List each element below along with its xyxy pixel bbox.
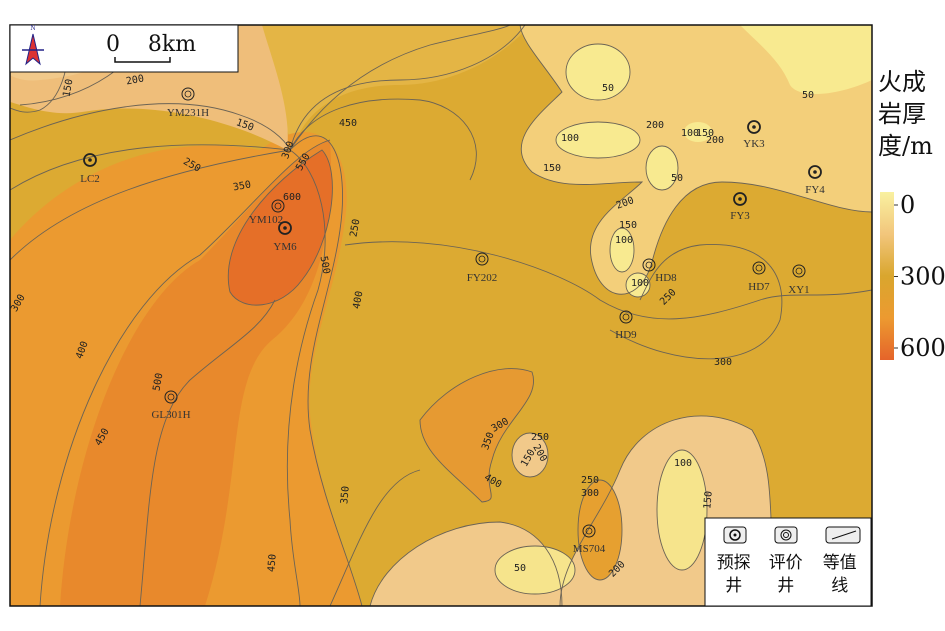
well-symbol-inner bbox=[795, 267, 803, 275]
well-symbol bbox=[582, 524, 596, 538]
well-symbol-inner bbox=[755, 264, 763, 272]
wells: LC2 YM231H YM102 YM6 GL301H FY202 HD8 HD9 HD7 XY1… bbox=[80, 87, 825, 555]
well-symbol-inner bbox=[738, 197, 742, 201]
contour-label: 50 bbox=[802, 90, 814, 101]
contour-label: 300 bbox=[714, 357, 732, 368]
contour-label: 500 bbox=[152, 372, 166, 392]
well-symbol-inner bbox=[585, 527, 593, 535]
color-scale-title: 火成岩厚度/m bbox=[878, 68, 933, 160]
well-symbol-inner bbox=[813, 170, 817, 174]
color-ticks: 0 300 600 bbox=[894, 191, 945, 362]
well-symbol bbox=[164, 390, 178, 404]
legend-item: 等值线 bbox=[822, 553, 857, 596]
contour-label: 250 bbox=[531, 432, 549, 443]
contour-label: 100 bbox=[681, 128, 699, 139]
contour-label: 250 bbox=[581, 475, 599, 486]
scale-start: 0 bbox=[106, 32, 120, 57]
contour-label: 200 bbox=[646, 120, 664, 131]
contour-label: 50 bbox=[514, 563, 526, 574]
contour-label: 150 bbox=[543, 163, 561, 174]
well-label: FY4 bbox=[805, 184, 825, 196]
well-label: YK3 bbox=[743, 138, 765, 150]
contour-label: 150 bbox=[696, 128, 714, 139]
map-frame bbox=[9, 24, 873, 607]
well-symbol bbox=[747, 120, 761, 134]
scale-box bbox=[9, 24, 239, 73]
well-symbol-inner bbox=[274, 202, 282, 210]
well-symbol bbox=[181, 87, 195, 101]
well-label: FY3 bbox=[730, 210, 750, 222]
contour-label: 100 bbox=[561, 133, 579, 144]
well-symbol bbox=[642, 258, 656, 272]
well-symbol-inner bbox=[167, 393, 175, 401]
color-tick-label: 0 bbox=[900, 191, 915, 219]
well-symbol bbox=[475, 252, 489, 266]
well-label: FY202 bbox=[467, 272, 498, 284]
color-bar bbox=[880, 192, 894, 360]
scale-end: 8km bbox=[148, 32, 196, 57]
well-label: LC2 bbox=[80, 173, 100, 185]
contour-label: 150 bbox=[702, 491, 715, 510]
contour-label: 450 bbox=[266, 554, 279, 573]
well-label: YM231H bbox=[167, 107, 209, 119]
well-symbol bbox=[808, 165, 822, 179]
well-symbol bbox=[733, 192, 747, 206]
contour-label: 450 bbox=[339, 118, 357, 129]
well-label: MS704 bbox=[573, 543, 606, 555]
north-label: N bbox=[30, 25, 35, 32]
isolines bbox=[10, 25, 872, 606]
contour-label: 150 bbox=[619, 220, 637, 231]
contour-label: 500 bbox=[318, 255, 332, 275]
well-symbol-inner bbox=[622, 313, 630, 321]
well-label: HD7 bbox=[748, 281, 770, 293]
well-symbol bbox=[278, 221, 292, 235]
contour-label: 400 bbox=[352, 290, 366, 310]
contour-label: 50 bbox=[671, 173, 683, 184]
well-symbol-inner bbox=[645, 261, 653, 269]
well-symbol bbox=[619, 310, 633, 324]
well-symbol-inner bbox=[88, 158, 92, 162]
contour-label: 150 bbox=[62, 78, 76, 98]
contour-label: 250 bbox=[349, 218, 363, 238]
well-label: YM102 bbox=[249, 214, 283, 226]
well-symbol bbox=[83, 153, 97, 167]
legend-item: 预探井 bbox=[716, 553, 751, 596]
contour-label: 100 bbox=[631, 278, 649, 289]
well-symbol bbox=[271, 199, 285, 213]
contour-label: 350 bbox=[339, 486, 352, 505]
well-label: HD8 bbox=[655, 272, 677, 284]
well-symbol-inner bbox=[752, 125, 756, 129]
contour-label: 600 bbox=[283, 192, 301, 203]
well-label: XY1 bbox=[788, 284, 809, 296]
contour-label: 350 bbox=[232, 180, 252, 194]
well-label: HD9 bbox=[615, 329, 637, 341]
well-symbol-inner bbox=[184, 90, 192, 98]
well-symbol-inner bbox=[478, 255, 486, 263]
well-symbol-inner bbox=[283, 226, 287, 230]
well-label: GL301H bbox=[151, 409, 190, 421]
contour-label: 200 bbox=[706, 135, 724, 146]
well-symbol bbox=[752, 261, 766, 275]
contour-label: 300 bbox=[581, 488, 599, 499]
contour-label: 100 bbox=[674, 458, 692, 469]
legend-item: 评价井 bbox=[768, 553, 803, 596]
contour-label: 50 bbox=[602, 83, 614, 94]
well-symbol bbox=[792, 264, 806, 278]
contour-label: 100 bbox=[615, 235, 633, 246]
scale-bar bbox=[114, 57, 171, 63]
contour-label: 200 bbox=[125, 74, 145, 88]
legend-icons bbox=[723, 526, 861, 544]
color-tick-label: 300 bbox=[900, 263, 945, 291]
north-arrow bbox=[25, 33, 41, 66]
well-label: YM6 bbox=[273, 241, 297, 253]
color-tick-label: 600 bbox=[900, 334, 945, 362]
